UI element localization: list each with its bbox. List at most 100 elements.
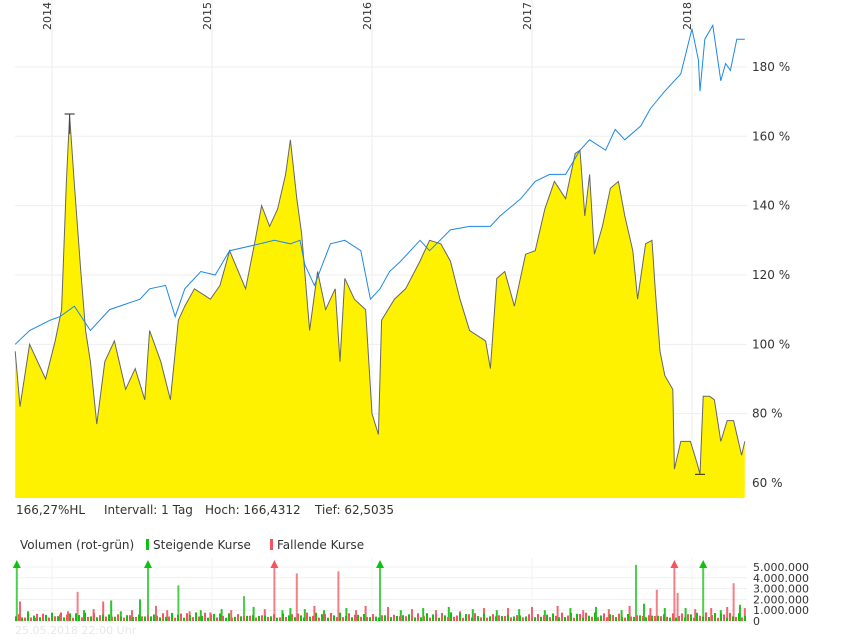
volume-bar: [411, 616, 413, 621]
volume-bar: [663, 614, 665, 621]
volume-bar: [342, 617, 344, 621]
volume-bar-up: [635, 564, 637, 621]
volume-bar-down: [76, 591, 79, 621]
volume-bar: [447, 616, 449, 621]
volume-bar: [636, 615, 638, 621]
volume-bar: [336, 617, 338, 621]
volume-bar: [111, 616, 113, 621]
volume-bar: [387, 616, 389, 621]
volume-tick-label: 2.000.000: [753, 593, 809, 606]
volume-bar: [522, 617, 524, 621]
volume-bar: [441, 612, 443, 621]
volume-bar: [675, 617, 677, 621]
volume-bar: [276, 617, 278, 621]
volume-bar: [294, 617, 296, 621]
volume-bar-down: [710, 608, 713, 621]
volume-bar: [300, 615, 302, 621]
volume-bar-up: [243, 596, 245, 621]
volume-bar: [486, 617, 488, 621]
volume-bar: [681, 613, 683, 621]
volume-bar: [201, 615, 203, 621]
volume-bar-up: [110, 600, 113, 621]
volume-bar: [282, 613, 284, 621]
volume-bar: [318, 617, 320, 621]
volume-bar-up: [447, 606, 450, 621]
volume-bar: [132, 616, 134, 621]
volume-bar-up: [620, 610, 623, 621]
volume-bar: [444, 615, 446, 621]
volume-bar: [225, 617, 227, 621]
volume-bar: [258, 615, 260, 621]
volume-bar: [549, 617, 551, 621]
volume-bar: [147, 614, 149, 621]
volume-bar: [555, 615, 557, 621]
volume-bar-down: [19, 601, 21, 621]
volume-bar: [237, 614, 239, 621]
volume-bar: [90, 616, 92, 621]
volume-bar: [669, 617, 671, 621]
x-tick-label: 2015: [201, 2, 214, 30]
volume-overflow-arrow: [144, 560, 152, 568]
volume-bar: [141, 616, 143, 621]
volume-bar: [57, 616, 59, 621]
price-chart: 60 % 80 % 100 % 120 % 140 % 160 % 180 % 2014 20…: [14, 0, 790, 498]
volume-bar-up: [119, 611, 122, 621]
volume-bar: [744, 615, 746, 621]
volume-bar-up: [147, 564, 149, 621]
volume-bar: [573, 617, 575, 621]
volume-bar: [720, 613, 722, 621]
volume-bar: [360, 616, 362, 621]
legend-up-swatch: [146, 539, 149, 550]
volume-bar: [303, 617, 305, 621]
volume-bar: [588, 615, 590, 621]
volume-tick-label: 1.000.000: [753, 604, 809, 617]
volume-bar: [180, 613, 182, 621]
volume-bar: [666, 616, 668, 621]
volume-bar: [105, 616, 107, 621]
volume-bar: [654, 616, 656, 621]
volume-bar-down: [295, 573, 298, 621]
x-tick-label: 2016: [361, 2, 374, 30]
volume-bar: [684, 617, 686, 621]
volume-bar: [231, 617, 233, 621]
volume-bar: [135, 616, 137, 621]
volume-bar: [396, 615, 398, 621]
volume-bar: [333, 615, 335, 621]
volume-bar-down: [102, 601, 105, 621]
volume-bar: [162, 613, 164, 621]
volume-bar-down: [655, 589, 658, 621]
volume-bar: [312, 615, 314, 621]
volume-bar: [615, 617, 617, 621]
volume-bar: [150, 616, 152, 621]
volume-bar-down: [166, 610, 169, 621]
volume-bar: [660, 616, 662, 621]
volume-bar: [399, 616, 401, 621]
volume-bar: [576, 613, 578, 621]
volume-bar: [249, 615, 251, 621]
volume-bar: [678, 616, 680, 621]
volume-bar-up: [495, 610, 498, 621]
volume-bar-down: [673, 564, 676, 621]
volume-bar-down: [155, 605, 157, 621]
volume-bar: [204, 612, 206, 621]
volume-bar: [327, 617, 329, 621]
volume-bar: [72, 617, 74, 621]
volume-bar: [729, 612, 731, 621]
volume-chart: 01.000.0002.000.0003.000.0004.000.0005.0…: [12, 558, 809, 625]
legend-down-label: Fallende Kurse: [277, 538, 365, 552]
volume-bar: [564, 617, 566, 621]
volume-bar: [21, 617, 23, 621]
volume-bar: [279, 617, 281, 621]
volume-bar-down: [649, 608, 652, 621]
volume-bar: [174, 617, 176, 621]
volume-bar: [402, 615, 404, 621]
volume-bar: [651, 615, 653, 621]
volume-bar: [75, 613, 77, 621]
volume-bar-down: [676, 592, 679, 621]
volume-bar: [99, 615, 101, 621]
area-line: [14, 115, 746, 475]
volume-bar: [390, 617, 392, 621]
volume-tick-label: 0: [753, 615, 760, 625]
volume-bar-up: [518, 609, 521, 621]
volume-bar-up: [739, 604, 741, 621]
